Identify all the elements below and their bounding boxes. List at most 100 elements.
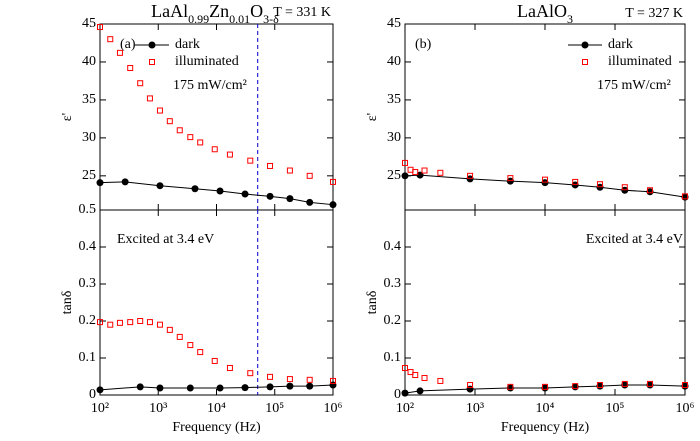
- y-tick-label: 30: [82, 130, 96, 145]
- marker: [176, 127, 183, 134]
- y-tick-label: 35: [387, 92, 401, 107]
- marker: [216, 187, 224, 195]
- x-tick-label: 10³: [149, 401, 167, 416]
- marker: [187, 134, 194, 141]
- marker: [306, 376, 313, 383]
- marker: [97, 24, 103, 31]
- title-part: 0.99: [188, 12, 209, 26]
- y-tick-label: 0.4: [79, 239, 97, 254]
- marker: [330, 178, 336, 185]
- x-tick-label: 10⁴: [207, 401, 226, 416]
- x-tick-label: 10²: [91, 401, 109, 416]
- marker: [267, 162, 274, 169]
- marker: [542, 383, 548, 390]
- x-tick-label: 10³: [466, 401, 484, 416]
- marker: [682, 193, 688, 200]
- x-tick-label: 10⁵: [606, 401, 625, 416]
- x-tick-label: 10⁶: [324, 401, 343, 416]
- series-line: [404, 174, 686, 198]
- marker: [156, 321, 163, 328]
- marker: [682, 382, 688, 389]
- marker: [306, 382, 314, 390]
- marker: [211, 357, 218, 364]
- marker: [156, 107, 163, 114]
- y-tick-label: 0.2: [79, 313, 97, 328]
- x-axis-label: Frequency (Hz): [501, 420, 590, 435]
- x-tick-label: 10⁴: [536, 401, 555, 416]
- marker: [437, 377, 444, 384]
- x-tick-label: 10⁵: [265, 401, 284, 416]
- marker: [572, 383, 579, 390]
- marker: [226, 151, 233, 158]
- y-tick-label: 0.2: [384, 313, 402, 328]
- marker: [97, 319, 103, 326]
- marker: [621, 380, 628, 387]
- marker: [176, 333, 183, 340]
- marker: [596, 181, 603, 188]
- y-tick-label: 0.5: [79, 202, 97, 217]
- title-part: 3-δ: [263, 12, 279, 26]
- marker: [506, 177, 514, 185]
- y-tick-label: 45: [387, 16, 401, 31]
- marker: [571, 181, 579, 189]
- marker: [542, 176, 548, 183]
- marker: [107, 321, 114, 328]
- marker: [121, 178, 129, 186]
- marker: [137, 318, 144, 324]
- y-tick-label: 0: [89, 387, 96, 402]
- marker: [330, 377, 336, 384]
- marker: [621, 186, 629, 194]
- marker: [226, 364, 233, 371]
- marker: [191, 185, 199, 193]
- marker: [507, 175, 514, 182]
- legend-label: dark: [608, 37, 633, 52]
- marker: [286, 195, 294, 203]
- marker: [136, 383, 144, 391]
- marker: [186, 384, 194, 392]
- y-tick-label: 40: [82, 54, 96, 69]
- marker: [127, 65, 134, 72]
- x-tick-label: 10⁶: [676, 401, 695, 416]
- annotation: T = 327 K: [625, 6, 683, 21]
- marker: [596, 183, 604, 191]
- annotation: 175 mW/cm²: [597, 78, 671, 93]
- marker: [402, 159, 408, 166]
- chart-title: LaAl0.99Zn0.01O3-δ: [151, 1, 279, 26]
- marker: [247, 370, 254, 377]
- marker: [107, 36, 114, 43]
- annotation: T = 331 K: [273, 5, 331, 20]
- y-axis-label: ε': [365, 113, 380, 121]
- y-tick-label: 0.3: [79, 276, 97, 291]
- annotation: 175 mW/cm²: [173, 78, 247, 93]
- marker: [421, 167, 428, 174]
- marker: [166, 118, 173, 125]
- annotation: Excited at 3.4 eV: [586, 232, 683, 247]
- y-tick-label: 0: [394, 387, 401, 402]
- marker: [421, 374, 428, 381]
- y-tick-label: 0.1: [79, 350, 97, 365]
- y-axis-label: tanδ: [60, 290, 75, 314]
- y-tick-label: 0.1: [384, 350, 402, 365]
- legend-label: dark: [175, 37, 200, 52]
- title-part: LaAlO: [517, 1, 567, 21]
- marker: [646, 187, 653, 194]
- title-part: 3: [567, 12, 573, 26]
- marker: [467, 172, 474, 179]
- marker: [329, 201, 337, 209]
- marker: [541, 179, 549, 187]
- x-tick-label: 10²: [396, 401, 414, 416]
- marker: [401, 389, 409, 397]
- series-line: [99, 181, 334, 206]
- marker: [197, 139, 204, 146]
- x-axis-label: Frequency (Hz): [172, 420, 261, 435]
- y-tick-label: 25: [387, 168, 401, 183]
- annotation: Excited at 3.4 eV: [117, 232, 214, 247]
- annotation: (a): [120, 37, 136, 52]
- y-axis-label: ε': [60, 113, 75, 121]
- marker: [286, 382, 294, 390]
- y-tick-label: 0.3: [384, 276, 402, 291]
- marker: [137, 80, 144, 87]
- marker: [96, 386, 104, 394]
- y-tick-label: 0.4: [384, 239, 402, 254]
- title-part: 0.01: [229, 12, 250, 26]
